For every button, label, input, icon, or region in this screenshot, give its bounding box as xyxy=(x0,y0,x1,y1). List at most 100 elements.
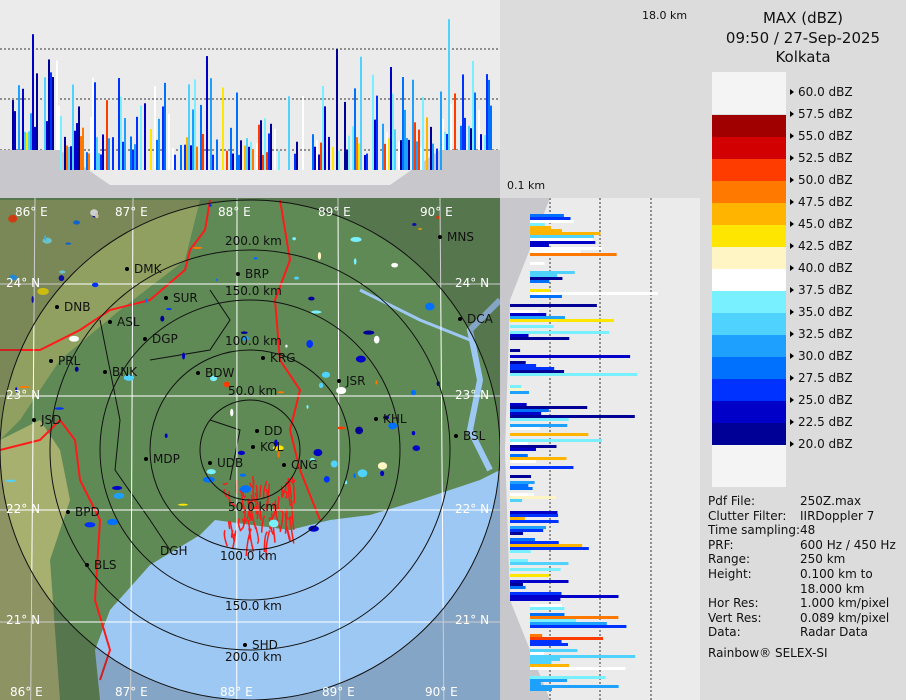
profile-bar xyxy=(144,103,146,170)
profile-bar xyxy=(404,109,406,170)
profile-bar xyxy=(122,141,124,170)
info-row: PRF: 600 Hz / 450 Hz xyxy=(708,538,896,553)
profile-bar xyxy=(530,649,578,652)
longitude-label-text: 90° E xyxy=(420,205,453,219)
echo-cell xyxy=(306,405,309,409)
latitude-label-text: 22° N xyxy=(455,502,490,516)
profile-bar xyxy=(278,150,280,170)
profile-bar xyxy=(510,373,638,376)
info-value: 600 Hz / 450 Hz xyxy=(800,537,896,552)
profile-bar xyxy=(510,595,619,598)
profile-bar xyxy=(262,154,264,170)
profile-bar xyxy=(510,457,567,460)
city-dot-icon xyxy=(125,267,129,271)
profile-bar xyxy=(530,604,563,607)
profile-bar xyxy=(530,232,601,235)
longitude-label: 89° E xyxy=(318,205,351,219)
profile-bar xyxy=(94,82,96,170)
longitude-line xyxy=(130,197,134,700)
city-label: SHD xyxy=(243,639,278,652)
profile-bar xyxy=(462,74,464,150)
longitude-label: 86° E xyxy=(15,205,48,219)
profile-bar xyxy=(530,679,568,682)
city-label: KOL xyxy=(251,441,283,454)
profile-bar xyxy=(82,127,84,170)
profile-bar xyxy=(374,119,376,170)
profile-bar xyxy=(222,87,224,170)
delta-border xyxy=(270,512,276,543)
legend-swatch xyxy=(712,313,786,335)
range-ring-label: 150.0 km xyxy=(225,600,282,613)
profile-bar xyxy=(260,120,262,170)
legend-swatch xyxy=(712,181,786,203)
delta-border xyxy=(288,479,296,484)
range-ring-label: 100.0 km xyxy=(225,335,282,348)
city-dot-icon xyxy=(255,429,259,433)
profile-bar xyxy=(134,144,136,170)
profile-bar xyxy=(510,466,574,469)
echo-cell xyxy=(209,375,218,382)
latitude-label: 23° N xyxy=(6,388,40,402)
river xyxy=(359,288,471,342)
map-panel xyxy=(0,197,503,700)
echo-cell xyxy=(8,214,18,223)
delta-border xyxy=(265,530,271,560)
profile-bar xyxy=(102,134,104,170)
profile-bar xyxy=(510,304,597,307)
profile-bar xyxy=(436,148,438,170)
city-dot-icon xyxy=(374,417,378,421)
city-label-text: KHL xyxy=(383,412,407,426)
legend-swatch xyxy=(712,291,786,313)
profile-bar xyxy=(454,93,456,150)
profile-bar xyxy=(274,128,276,170)
echo-cell xyxy=(377,462,388,470)
profile-bar xyxy=(530,295,562,298)
longitude-label-text: 87° E xyxy=(115,685,148,699)
range-ring-label-text: 150.0 km xyxy=(225,284,282,298)
longitude-line xyxy=(439,197,445,700)
profile-bar xyxy=(48,59,50,150)
state-border xyxy=(0,199,211,351)
city-dot-icon xyxy=(143,337,147,341)
profile-bar xyxy=(432,143,434,170)
profile-bar xyxy=(76,123,78,170)
echo-cell xyxy=(178,503,188,506)
profile-bar xyxy=(510,448,536,451)
profile-bar xyxy=(530,277,563,280)
profile-bar xyxy=(352,126,354,170)
longitude-label-text: 89° E xyxy=(322,685,355,699)
info-row: Clutter Filter: IIRDoppler 7 xyxy=(708,509,874,524)
latitude-label-text: 21° N xyxy=(455,613,490,627)
profile-bar xyxy=(510,541,559,544)
river xyxy=(466,297,503,472)
delta-border xyxy=(227,491,231,500)
profile-bar xyxy=(530,664,570,667)
city-dot-icon xyxy=(85,563,89,567)
profile-bar xyxy=(444,131,446,150)
profile-bar xyxy=(510,475,532,478)
delta-border xyxy=(258,484,262,498)
info-key: Range: xyxy=(708,552,751,567)
profile-bar xyxy=(510,544,583,547)
city-dot-icon xyxy=(164,296,168,300)
profile-bar xyxy=(358,143,360,170)
delta-border xyxy=(286,526,291,542)
city-label-text: JSD xyxy=(41,413,62,427)
city-label: JSR xyxy=(337,375,366,388)
profile-bar xyxy=(510,583,523,586)
profile-bar xyxy=(530,622,607,625)
echo-cell xyxy=(353,258,357,265)
profile-bar xyxy=(108,138,110,170)
city-dot-icon xyxy=(458,317,462,321)
city-label-text: MDP xyxy=(153,452,180,466)
profile-bar xyxy=(510,349,521,352)
profile-bar xyxy=(318,154,320,170)
profile-bar xyxy=(236,92,238,170)
profile-bar xyxy=(320,142,322,170)
echo-cell xyxy=(375,380,378,385)
profile-bar xyxy=(232,153,234,170)
delta-border xyxy=(287,477,293,499)
city-label-text: BSL xyxy=(463,429,486,443)
city-label: DGP xyxy=(143,333,178,346)
out-of-range-mask xyxy=(0,198,500,700)
